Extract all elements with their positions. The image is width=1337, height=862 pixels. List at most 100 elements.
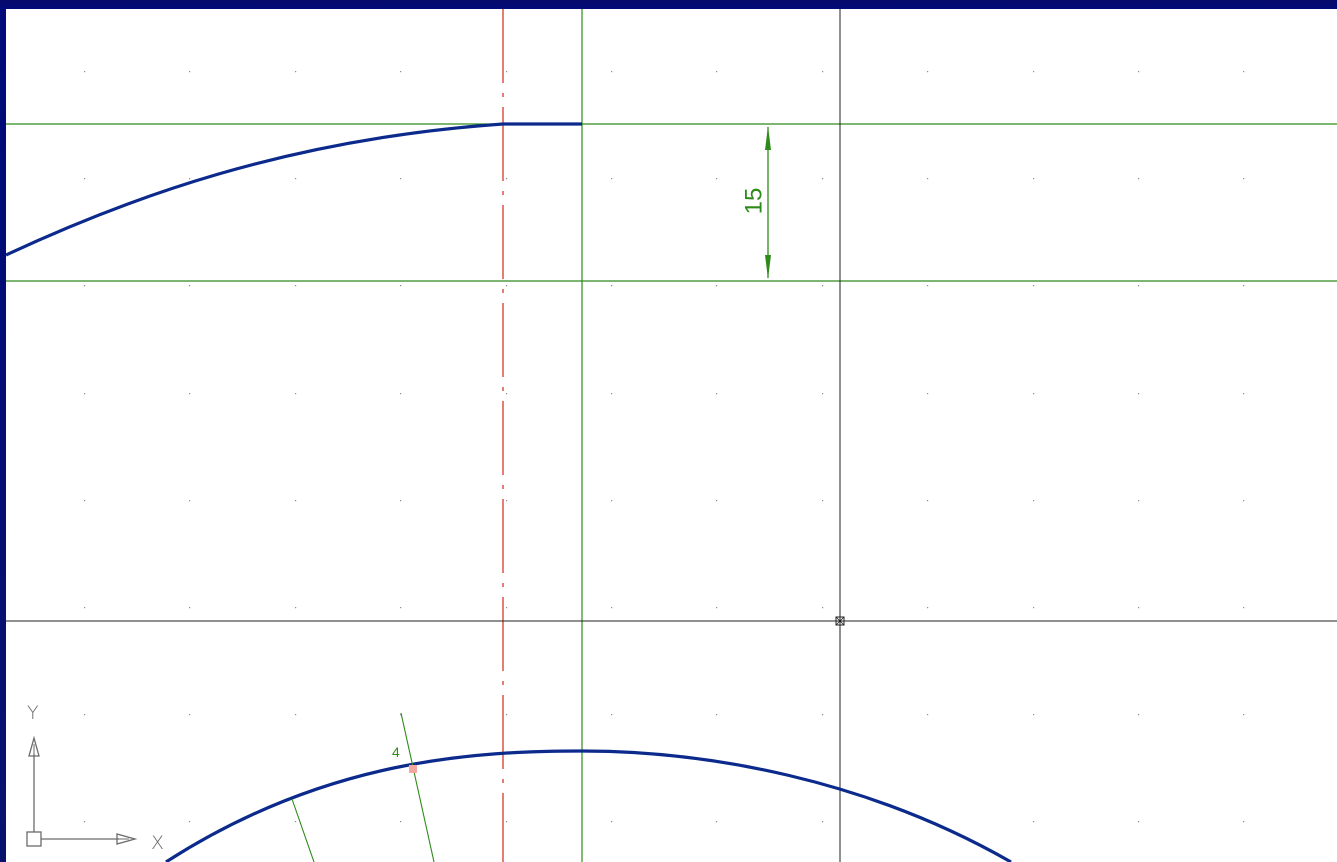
grid-dot — [1033, 821, 1035, 823]
grid-dot — [1033, 178, 1035, 180]
grid-dot — [716, 285, 718, 287]
crosshair-pickbox — [835, 616, 845, 626]
grid-dot — [611, 393, 613, 395]
grid-dot — [400, 71, 402, 73]
grid-dot — [1243, 71, 1245, 73]
grid-dot — [927, 714, 929, 716]
grid-dot — [295, 821, 297, 823]
grid-dot — [295, 500, 297, 502]
grid-dot — [400, 393, 402, 395]
drawing-svg[interactable]: 15 4 X Y — [6, 9, 1337, 862]
grid-dot — [822, 714, 824, 716]
construction-line-radial-2[interactable] — [291, 798, 315, 862]
construction-line-radial-1[interactable] — [400, 712, 435, 862]
grid-dot — [189, 178, 191, 180]
grid-dot — [1138, 714, 1140, 716]
grid-dot — [400, 285, 402, 287]
grid-dot — [1243, 821, 1245, 823]
grid-dot — [716, 500, 718, 502]
grid-dot — [1138, 821, 1140, 823]
grid-dot — [189, 285, 191, 287]
grid-dot — [84, 607, 86, 609]
dimension-15[interactable]: 15 — [740, 126, 771, 279]
grid-dot — [1033, 500, 1035, 502]
grid-dot — [506, 393, 508, 395]
grid-dot — [84, 821, 86, 823]
grid-dot — [189, 607, 191, 609]
grid-dot — [506, 821, 508, 823]
grid-dot — [295, 71, 297, 73]
dimension-arrow-bottom — [765, 255, 771, 279]
grid-dot — [1033, 607, 1035, 609]
grid-dot — [84, 500, 86, 502]
grid-dot — [295, 714, 297, 716]
grid-dot — [1243, 714, 1245, 716]
grid-dot — [822, 607, 824, 609]
grid-dot — [1243, 393, 1245, 395]
grid-dot — [295, 607, 297, 609]
crosshair-pickbox-diag-2 — [835, 616, 845, 626]
grid-dot — [506, 71, 508, 73]
grid-dot — [822, 821, 824, 823]
ucs-y-label: Y — [27, 702, 39, 724]
grid-dot — [400, 821, 402, 823]
grid-dot — [822, 393, 824, 395]
dimension-arrow-top — [765, 126, 771, 150]
grid-dot — [1033, 285, 1035, 287]
grid-dot — [716, 607, 718, 609]
ucs-icon: X Y — [26, 702, 164, 854]
grid-dot — [1033, 71, 1035, 73]
grid-dot — [295, 393, 297, 395]
grid-dots — [84, 71, 1245, 823]
grid-dot — [189, 71, 191, 73]
grid-dot — [716, 821, 718, 823]
grid-dot — [1138, 285, 1140, 287]
grid-dot — [400, 607, 402, 609]
grid-dot — [1138, 393, 1140, 395]
grid-dot — [822, 285, 824, 287]
upper-arc[interactable] — [6, 122, 582, 257]
grid-dot — [189, 393, 191, 395]
grid-dot — [189, 821, 191, 823]
grid-dot — [84, 178, 86, 180]
grid-dot — [189, 500, 191, 502]
grid-dot — [927, 285, 929, 287]
grid-dot — [716, 178, 718, 180]
grid-dot — [84, 393, 86, 395]
grid-dot — [716, 71, 718, 73]
grid-dot — [927, 178, 929, 180]
grid-dot — [927, 500, 929, 502]
grid-dot — [400, 178, 402, 180]
drawing-canvas[interactable]: 15 4 X Y — [6, 9, 1337, 862]
grid-dot — [822, 500, 824, 502]
grid-dot — [1138, 178, 1140, 180]
point-label: 4 — [392, 744, 400, 760]
grid-dot — [716, 393, 718, 395]
grid-dot — [1243, 285, 1245, 287]
grid-dot — [716, 714, 718, 716]
grid-dot — [84, 714, 86, 716]
grid-dot — [84, 71, 86, 73]
grid-dot — [506, 714, 508, 716]
grid-dot — [1243, 500, 1245, 502]
grid-dot — [1138, 500, 1140, 502]
grid-dot — [295, 285, 297, 287]
grid-dot — [189, 714, 191, 716]
grid-dot — [611, 714, 613, 716]
grid-dot — [822, 178, 824, 180]
grid-dot — [611, 285, 613, 287]
grid-dot — [611, 178, 613, 180]
grid-dot — [611, 71, 613, 73]
grid-dot — [1033, 393, 1035, 395]
lower-arc[interactable] — [165, 749, 1012, 862]
grid-dot — [506, 178, 508, 180]
grid-dot — [506, 500, 508, 502]
grid-dot — [927, 71, 929, 73]
point-marker[interactable] — [409, 765, 417, 773]
grid-dot — [1243, 607, 1245, 609]
grid-dot — [927, 393, 929, 395]
grid-dot — [611, 607, 613, 609]
grid-dot — [611, 821, 613, 823]
dimension-text: 15 — [740, 188, 767, 215]
